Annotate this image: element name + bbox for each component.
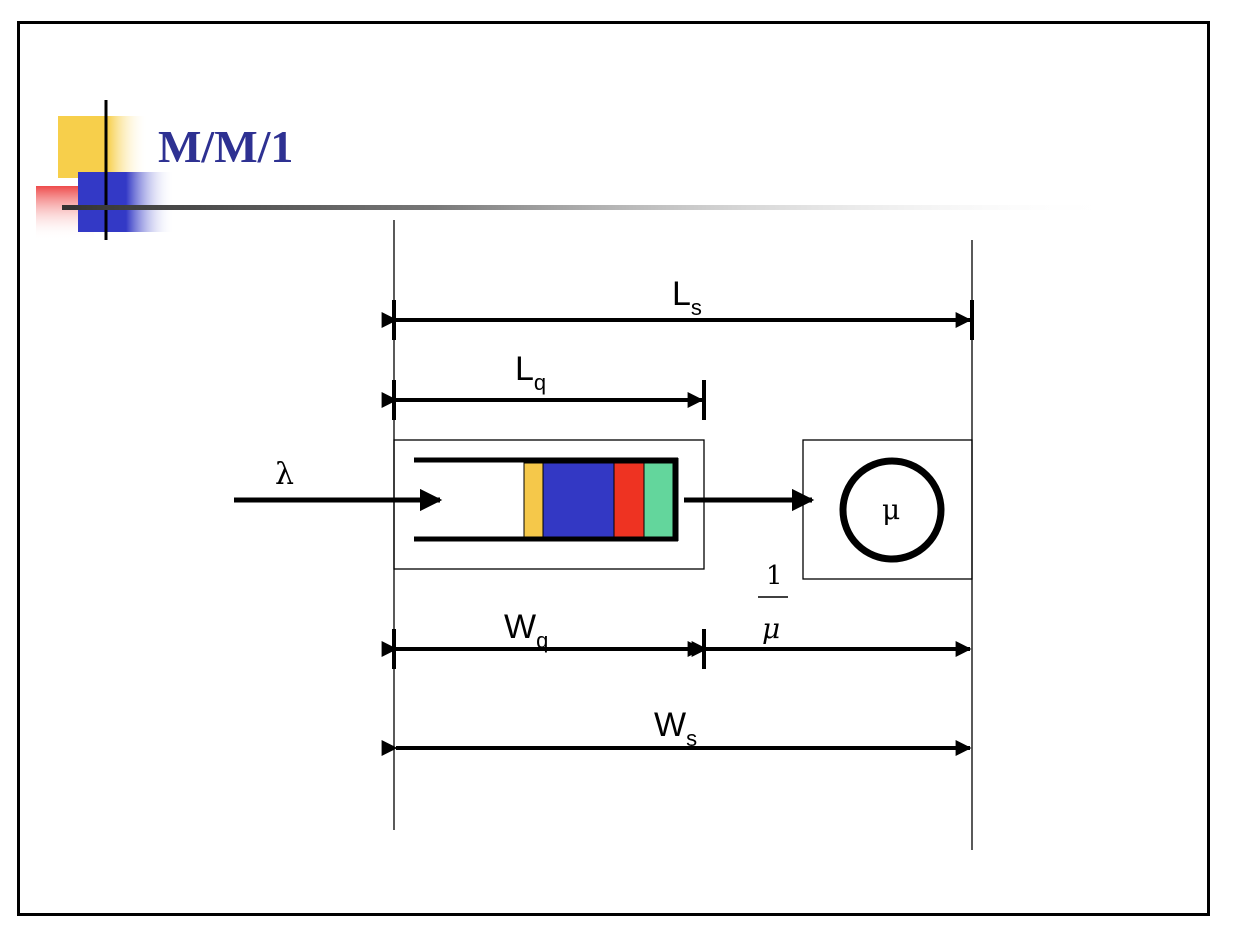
server-box: μ <box>802 439 973 580</box>
fraction-denominator: μ <box>762 612 780 645</box>
service-rate-label: μ <box>882 493 900 526</box>
slide-title: M/M/1 <box>158 121 293 172</box>
arrival-rate-label: λ <box>275 457 294 492</box>
fraction-numerator: 1 <box>766 561 783 591</box>
ls-label: Ls <box>672 275 702 320</box>
lq-dimension: Lq <box>381 350 706 420</box>
service-time-fraction: 1 μ <box>758 561 788 645</box>
customer-blue <box>542 462 615 538</box>
logo-blue-square <box>78 172 174 232</box>
lq-label: Lq <box>515 350 546 395</box>
wq-dimension: Wq <box>381 608 972 669</box>
customer-yellow <box>523 462 544 538</box>
queue-box <box>393 439 705 570</box>
ls-dimension: Ls <box>381 275 974 340</box>
ws-dimension: Ws <box>381 706 972 756</box>
customer-red <box>613 462 645 538</box>
logo-decoration <box>36 100 174 240</box>
title-rule <box>62 205 1122 210</box>
ws-label: Ws <box>654 706 697 751</box>
server-circle <box>839 457 945 563</box>
wq-label: Wq <box>504 608 548 653</box>
customer-green <box>643 462 674 538</box>
logo-yellow-square <box>58 116 148 178</box>
